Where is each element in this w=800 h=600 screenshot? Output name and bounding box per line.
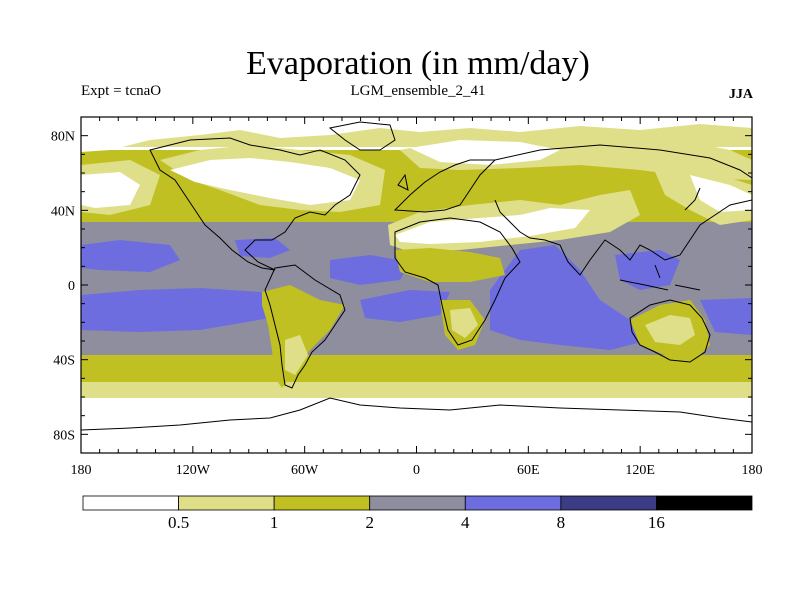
colorbar-swatch	[273, 495, 371, 511]
colorbar: 0.5 1 2 4 8 16	[82, 495, 753, 532]
lon-tick-label: 0	[413, 463, 420, 478]
coastline-africa	[394, 217, 521, 346]
patch-blue-east-pacific	[81, 288, 300, 332]
colorbar-swatch	[369, 495, 466, 511]
patch-sahel	[395, 248, 505, 282]
lat-axis: 80N 40N 0 40S 80S	[51, 130, 752, 443]
lon-tick-label: 120W	[176, 463, 211, 478]
coastline-maritime-continent	[619, 264, 701, 291]
colorbar-swatch	[656, 495, 753, 511]
lat-tick-label: 0	[68, 279, 75, 294]
run-name: LGM_ensemble_2_41	[350, 83, 486, 99]
colorbar-label: 8	[557, 513, 566, 532]
patch-white-eurasia	[410, 140, 560, 165]
patch-blue-west-pacific	[615, 250, 680, 290]
lon-axis: 180 120W 60W 0 60E 120E 180	[71, 117, 763, 478]
patch-pale-southern-africa	[450, 308, 478, 338]
colorbar-swatch	[178, 495, 275, 511]
colorbar-label: 0.5	[168, 513, 189, 532]
band-polar-south	[81, 398, 752, 453]
lat-tick-label: 80S	[53, 428, 75, 443]
map-area	[81, 117, 752, 453]
patch-blue-south-pacific	[700, 298, 752, 335]
colorbar-label: 1	[270, 513, 279, 532]
colorbar-label: 16	[648, 513, 665, 532]
patch-pale-australia	[645, 315, 695, 345]
patch-pale-patagonia	[285, 335, 308, 375]
patch-blue-indian-ocean	[490, 245, 650, 350]
experiment-label: Expt = tcnaO	[81, 83, 162, 99]
coastline-asia	[494, 144, 752, 276]
lon-tick-label: 120E	[625, 463, 655, 478]
lat-tick-label: 40N	[51, 204, 75, 219]
lat-tick-label: 40S	[53, 354, 75, 369]
coastline-british-isles	[397, 173, 409, 191]
patch-blue-atlantic-north	[330, 255, 410, 285]
lon-tick-label: 60W	[291, 463, 319, 478]
coastline-australia	[629, 299, 711, 363]
lon-tick-label: 180	[71, 463, 92, 478]
patch-blue-north-pacific	[81, 240, 180, 272]
colorbar-swatch	[82, 495, 179, 511]
season-label: JJA	[728, 87, 753, 102]
coastline-north-america	[149, 137, 361, 271]
patch-white-north-pacific	[81, 172, 140, 208]
patch-white-north-america	[170, 158, 360, 205]
coastlines	[81, 121, 752, 431]
band-high-south	[81, 382, 752, 400]
patch-white-east-asia	[690, 175, 752, 212]
coastline-japan	[684, 187, 701, 211]
patch-south-america	[262, 285, 345, 388]
colorbar-swatch	[560, 495, 657, 511]
band-mid-south	[81, 355, 752, 385]
colorbar-label: 4	[461, 513, 470, 532]
patch-white-sahara	[395, 208, 590, 244]
lon-tick-label: 180	[742, 463, 763, 478]
patch-blue-atlantic-south	[360, 290, 450, 322]
colorbar-label: 2	[365, 513, 374, 532]
coastline-antarctica	[81, 397, 752, 431]
lon-tick-label: 60E	[517, 463, 540, 478]
coastline-greenland	[328, 121, 396, 151]
lat-tick-label: 80N	[51, 130, 75, 145]
patch-arctic-white	[81, 117, 752, 152]
coastline-south-america	[264, 264, 346, 389]
chart-title: Evaporation (in mm/day)	[246, 45, 590, 82]
colorbar-swatch	[464, 495, 562, 511]
